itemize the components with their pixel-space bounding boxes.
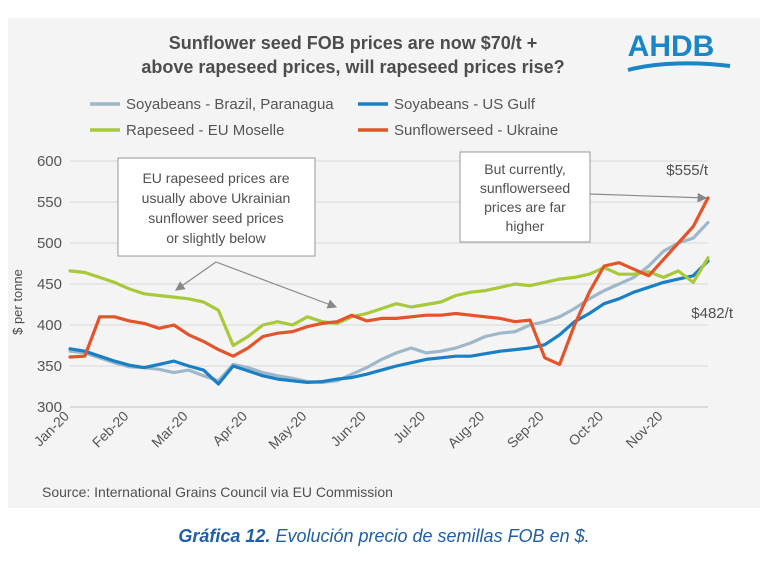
x-tick-label: Jun-20: [327, 408, 369, 450]
annotation-line: or slightly below: [166, 230, 266, 246]
series-group: [68, 196, 710, 386]
x-tick-label: Sep-20: [504, 408, 547, 451]
chart-title-line-2: above rapeseed prices, will rapeseed pri…: [141, 57, 564, 77]
y-tick-label: 350: [37, 358, 62, 375]
y-axis: 300 350 400 450 500 550 600: [37, 153, 62, 416]
chart-legend: Soyabeans - Brazil, Paranagua Soyabeans -…: [90, 96, 558, 139]
chart-title-line-1: Sunflower seed FOB prices are now $70/t …: [169, 33, 538, 53]
annotation-line: But currently,: [484, 161, 565, 177]
x-tick-label: Apr-20: [209, 408, 250, 449]
chart-panel: Sunflower seed FOB prices are now $70/t …: [8, 18, 760, 508]
figure-caption: Gráfica 12. Evolución precio de semillas…: [0, 526, 768, 547]
y-tick-label: 450: [37, 276, 62, 293]
legend-label: Soyabeans - US Gulf: [394, 96, 536, 113]
annotation-line: prices are far: [484, 199, 566, 215]
x-tick-label: May-20: [265, 408, 309, 452]
annotation-line: usually above Ukrainian: [142, 190, 291, 206]
y-axis-label: $ per tonne: [10, 269, 25, 335]
x-tick-label: Nov-20: [622, 408, 665, 451]
series-line-soyabeans-brazil-paranagua: [68, 220, 710, 384]
ahdb-logo: AHDB: [627, 30, 731, 72]
annotation-line: higher: [506, 218, 545, 234]
end-label-rapeseed: $482/t: [691, 305, 734, 322]
annotation-text-eu: EU rapeseed prices are usually above Ukra…: [142, 170, 291, 246]
annotation-text-now: But currently, sunflowerseed prices are fa…: [480, 161, 570, 234]
x-tick-label: Feb-20: [89, 408, 132, 451]
legend-label: Rapeseed - EU Moselle: [126, 122, 284, 139]
logo-swoosh: [627, 61, 731, 72]
x-axis: Jan-20 Feb-20 Mar-20 Apr-20 May-20 Jun-20 Jul-…: [31, 406, 708, 452]
chart: Sunflower seed FOB prices are now $70/t …: [10, 30, 734, 500]
y-tick-label: 500: [37, 235, 62, 252]
caption-text: Evolución precio de semillas FOB en $.: [275, 526, 590, 546]
y-tick-label: 600: [37, 153, 62, 170]
caption-label: Gráfica 12.: [178, 526, 271, 546]
legend-label: Sunflowerseed - Ukraine: [394, 122, 558, 139]
y-tick-label: 300: [37, 399, 62, 416]
annotation-line: sunflower seed prices: [148, 210, 283, 226]
source-note: Source: International Grains Council via…: [42, 484, 393, 500]
end-label-sunflower: $555/t: [666, 162, 709, 179]
x-tick-label: Mar-20: [148, 408, 191, 451]
y-tick-label: 400: [37, 317, 62, 334]
x-tick-label: Jul-20: [390, 408, 428, 446]
annotation-eu-rapeseed: EU rapeseed prices are usually above Ukra…: [117, 157, 338, 309]
annotation-currently: But currently, sunflowerseed prices are fa…: [459, 151, 708, 243]
logo-text: AHDB: [628, 30, 715, 63]
series-line-sunflowerseed-ukraine: [68, 196, 710, 366]
x-tick-label: Oct-20: [565, 408, 606, 449]
legend-label: Soyabeans - Brazil, Paranagua: [126, 96, 334, 113]
annotation-line: EU rapeseed prices are: [142, 170, 289, 186]
annotation-line: sunflowerseed: [480, 180, 570, 196]
series-line-soyabeans-us-gulf: [68, 259, 710, 386]
annotation-box-now: [459, 151, 591, 243]
annotation-arrow-right: [215, 261, 338, 309]
annotation-box-eu: [117, 157, 316, 257]
y-tick-label: 550: [37, 194, 62, 211]
annotation-arrow-left: [175, 261, 217, 291]
x-tick-label: Aug-20: [444, 408, 487, 451]
annotation-arrow-now: [589, 192, 708, 203]
